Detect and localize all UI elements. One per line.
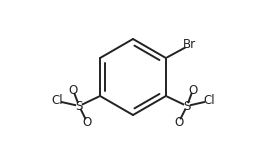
Text: S: S: [75, 99, 83, 113]
Text: Cl: Cl: [51, 95, 63, 108]
Text: O: O: [82, 115, 92, 129]
Text: Br: Br: [183, 38, 197, 51]
Text: Cl: Cl: [203, 95, 215, 108]
Text: O: O: [68, 83, 78, 97]
Text: O: O: [188, 83, 198, 97]
Text: O: O: [174, 115, 184, 129]
Text: S: S: [183, 99, 191, 113]
